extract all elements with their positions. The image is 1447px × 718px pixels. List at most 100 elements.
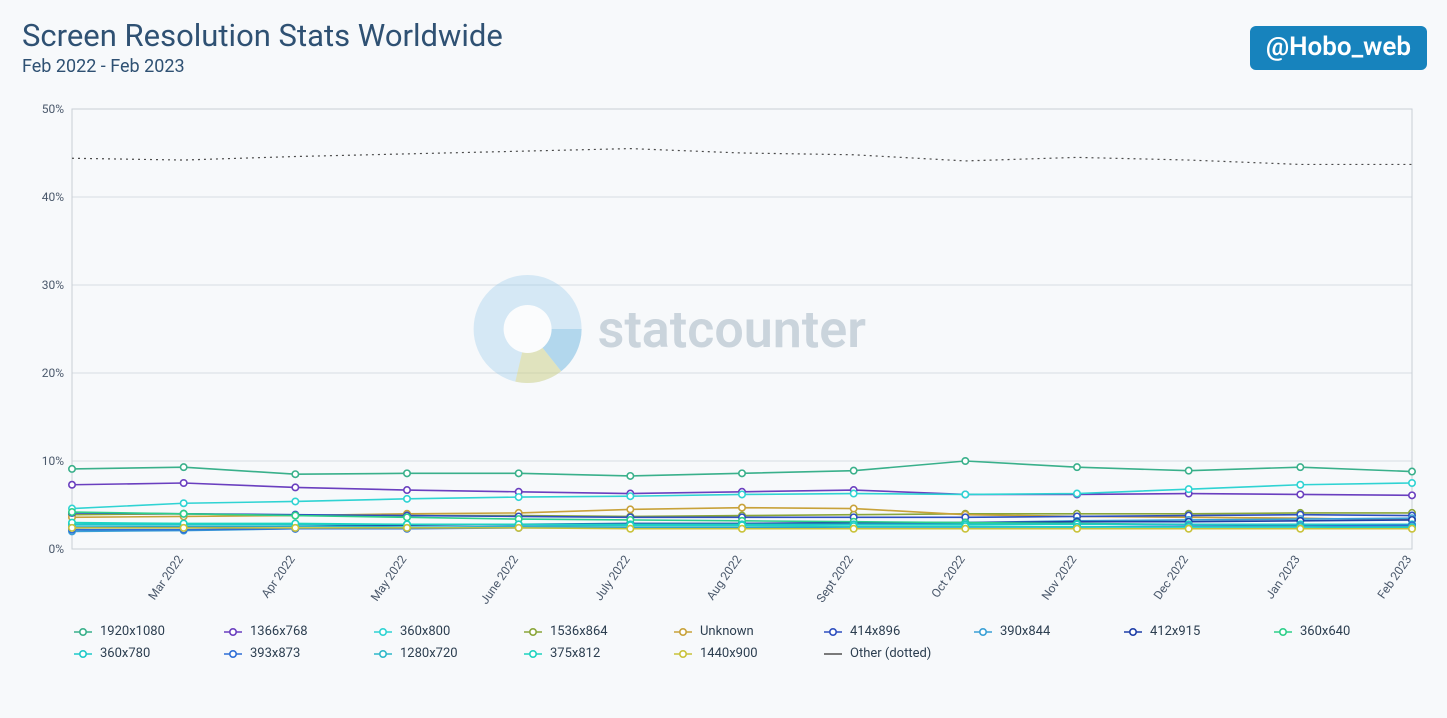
legend-swatch <box>674 648 692 660</box>
series-marker <box>627 493 633 499</box>
legend-swatch <box>224 626 242 638</box>
chart-area: 0%10%20%30%40%50%statcounterMar 2022Apr … <box>22 101 1427 611</box>
legend-label: 393x873 <box>250 646 300 661</box>
series-marker <box>1297 525 1303 531</box>
series-marker <box>180 500 186 506</box>
x-axis-label: Feb 2023 <box>1375 552 1415 601</box>
series-marker <box>69 508 75 514</box>
series-marker <box>1185 525 1191 531</box>
series-marker <box>1297 481 1303 487</box>
legend-label: 1920x1080 <box>100 624 165 639</box>
series-marker <box>292 471 298 477</box>
series-marker <box>962 457 968 463</box>
series-marker <box>739 470 745 476</box>
legend-item: 1440x900 <box>674 643 824 665</box>
series-marker <box>404 470 410 476</box>
legend-label: 414x896 <box>850 624 900 639</box>
legend-item: Unknown <box>674 621 824 643</box>
y-axis-label: 50% <box>42 102 64 116</box>
watermark-text: statcounter <box>598 299 867 360</box>
legend-swatch <box>1274 626 1292 638</box>
legend-label: 1366x768 <box>250 624 308 639</box>
series-marker <box>180 524 186 530</box>
legend-swatch <box>824 648 842 660</box>
series-marker <box>404 486 410 492</box>
series-marker <box>1185 486 1191 492</box>
series-marker <box>1074 525 1080 531</box>
x-axis-label: May 2022 <box>368 552 410 603</box>
legend-item: 1536x864 <box>524 621 674 643</box>
legend-item: 390x844 <box>974 621 1124 643</box>
series-marker <box>69 465 75 471</box>
legend-swatch <box>374 648 392 660</box>
series-marker <box>962 491 968 497</box>
legend-swatch <box>374 626 392 638</box>
series-marker <box>1409 468 1415 474</box>
series-marker <box>292 498 298 504</box>
legend-swatch <box>1124 626 1142 638</box>
series-marker <box>1409 492 1415 498</box>
series-marker <box>850 525 856 531</box>
series-marker <box>962 525 968 531</box>
series-marker <box>850 490 856 496</box>
x-axis-label: June 2022 <box>477 552 521 606</box>
series-marker <box>404 495 410 501</box>
series-marker <box>627 525 633 531</box>
legend-item: 412x915 <box>1124 621 1274 643</box>
series-marker <box>1297 464 1303 470</box>
legend-item: 360x640 <box>1274 621 1424 643</box>
x-axis-label: Jan 2023 <box>1263 552 1303 601</box>
legend-item: 360x780 <box>74 643 224 665</box>
y-axis-label: 20% <box>42 366 64 380</box>
x-axis-label: Sept 2022 <box>814 552 857 605</box>
series-marker <box>404 514 410 520</box>
legend-swatch <box>524 626 542 638</box>
y-axis-label: 30% <box>42 278 64 292</box>
legend-item: Other (dotted) <box>824 643 974 665</box>
series-marker <box>739 504 745 510</box>
legend-label: 412x915 <box>1150 624 1200 639</box>
series-marker <box>1409 479 1415 485</box>
series-marker <box>1074 464 1080 470</box>
legend-swatch <box>74 626 92 638</box>
legend-label: 1280x720 <box>400 646 458 661</box>
legend-swatch <box>74 648 92 660</box>
legend-label: 390x844 <box>1000 624 1050 639</box>
series-marker <box>515 494 521 500</box>
legend-item: 414x896 <box>824 621 974 643</box>
page-subtitle: Feb 2022 - Feb 2023 <box>22 56 1427 77</box>
legend-label: Other (dotted) <box>850 646 931 661</box>
legend-swatch <box>824 626 842 638</box>
series-marker <box>850 505 856 511</box>
x-axis-label: Oct 2022 <box>929 552 968 600</box>
legend-item: 393x873 <box>224 643 374 665</box>
attribution-badge: @Hobo_web <box>1250 26 1427 70</box>
series-marker <box>180 479 186 485</box>
legend-item: 1366x768 <box>224 621 374 643</box>
series-marker <box>515 470 521 476</box>
series-marker <box>515 524 521 530</box>
x-axis-label: Mar 2022 <box>145 552 186 602</box>
series-marker <box>292 524 298 530</box>
legend-item: 360x800 <box>374 621 524 643</box>
legend-label: 375x812 <box>550 646 600 661</box>
y-axis-label: 0% <box>48 542 64 556</box>
legend-item: 1280x720 <box>374 643 524 665</box>
legend: 1920x1080 1366x768 360x8001536x864Unknown 4… <box>22 621 1427 665</box>
legend-label: 1440x900 <box>700 646 758 661</box>
x-axis-label: Apr 2022 <box>258 552 297 600</box>
series-marker <box>292 484 298 490</box>
series-line <box>72 148 1412 164</box>
series-marker <box>1074 490 1080 496</box>
series-marker <box>69 524 75 530</box>
legend-swatch <box>974 626 992 638</box>
series-marker <box>1409 525 1415 531</box>
series-marker <box>627 472 633 478</box>
legend-label: 360x640 <box>1300 624 1350 639</box>
series-marker <box>69 481 75 487</box>
legend-swatch <box>224 648 242 660</box>
legend-label: 360x780 <box>100 646 150 661</box>
series-marker <box>404 524 410 530</box>
legend-swatch <box>524 648 542 660</box>
page-title: Screen Resolution Stats Worldwide <box>22 18 1427 54</box>
